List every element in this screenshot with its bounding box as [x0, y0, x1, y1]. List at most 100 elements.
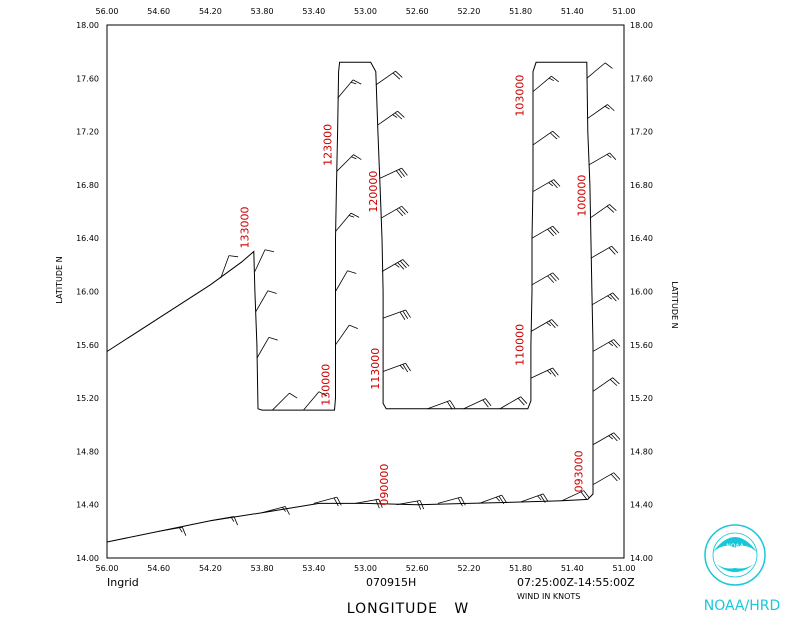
x-tick-bottom: 53.80: [251, 564, 274, 573]
time-range: 07:25:00Z-14:55:00Z: [517, 576, 635, 589]
wind-barb-staff: [463, 398, 486, 410]
wind-barb-feather: [267, 290, 277, 294]
wind-barb-feather: [552, 367, 559, 376]
x-tick-bottom: 52.20: [457, 564, 480, 573]
y-tick-right: 16.00: [630, 288, 653, 297]
wind-barb-staff: [592, 432, 614, 446]
wind-barb-feather: [289, 392, 298, 399]
wind-barb: [532, 179, 561, 192]
y-tick-right: 16.40: [630, 234, 653, 243]
x-tick-top: 52.60: [406, 7, 429, 16]
wind-barb-feather: [350, 81, 357, 85]
y-tick-left: 14.00: [76, 554, 99, 563]
wind-barb-feather: [396, 208, 404, 217]
wind-barb: [531, 225, 560, 239]
wind-barb-feather: [606, 205, 615, 213]
wind-barb-feather: [604, 62, 613, 69]
wind-barb-feather: [551, 319, 559, 327]
wind-barb-feather: [457, 497, 463, 507]
time-label: 103000: [514, 75, 527, 117]
wind-barb-staff: [381, 259, 404, 272]
time-label: 090000: [378, 464, 391, 506]
wind-barb: [463, 398, 492, 410]
x-tick-bottom: 52.60: [406, 564, 429, 573]
wind-barb-staff: [303, 391, 320, 411]
wind-barb-feather: [482, 399, 489, 408]
wind-barb-staff: [255, 290, 269, 312]
x-tick-bottom: 54.20: [199, 564, 222, 573]
wind-barb: [158, 526, 187, 536]
wind-barb-feather: [608, 342, 614, 347]
wind-barb: [532, 75, 559, 92]
y-tick-right: 18.00: [630, 21, 653, 30]
wind-barb: [479, 494, 508, 505]
time-label: 110000: [514, 324, 527, 366]
wind-barb-staff: [588, 152, 610, 166]
wind-barb: [313, 496, 342, 507]
time-label: 133000: [239, 207, 252, 249]
x-tick-top: 53.00: [354, 7, 377, 16]
wind-barb: [561, 490, 590, 502]
wind-barb-feather: [609, 379, 618, 386]
wind-barb-feather: [233, 516, 238, 526]
x-tick-top: 54.20: [199, 7, 222, 16]
wind-barb-feather: [548, 182, 554, 187]
wind-barb: [586, 62, 613, 79]
wind-barb-staff: [499, 396, 521, 410]
wind-barb-feather: [552, 225, 560, 234]
wind-barb: [210, 516, 238, 526]
wind-barb: [591, 292, 620, 306]
wind-barb-staff: [337, 79, 354, 99]
wind-barb-feather: [520, 396, 528, 404]
wind-barb-feather: [347, 270, 357, 274]
x-tick-top: 54.60: [147, 7, 170, 16]
wind-barb-staff: [592, 339, 614, 352]
wind-barb-feather: [268, 336, 278, 341]
y-tick-right: 17.20: [630, 128, 653, 137]
wind-barb: [587, 104, 615, 119]
wind-barb: [520, 493, 549, 503]
wind-barb-feather: [348, 215, 355, 218]
x-tick-top: 56.00: [96, 7, 119, 16]
wind-barb: [592, 377, 620, 392]
wind-barb-staff: [520, 493, 544, 503]
wind-barb: [255, 290, 277, 312]
wind-barb-staff: [355, 498, 379, 504]
wind-barb: [427, 400, 456, 410]
x-tick-bottom: 51.40: [561, 564, 584, 573]
wind-barb-feather: [181, 527, 187, 536]
wind-barb-feather: [349, 324, 358, 330]
y-tick-left: 14.80: [76, 447, 99, 456]
wind-barb-staff: [220, 255, 230, 279]
x-tick-top: 52.20: [457, 7, 480, 16]
y-tick-right: 15.60: [630, 341, 653, 350]
x-tick-bottom: 51.00: [613, 564, 636, 573]
wind-barb: [437, 496, 466, 507]
wind-barb-feather: [398, 207, 406, 215]
wind-barb: [592, 432, 621, 446]
wind-barb-feather: [549, 132, 558, 140]
wind-barb-feather: [547, 275, 555, 283]
wind-barb-feather: [392, 114, 398, 118]
wind-barb-feather: [609, 204, 617, 211]
wind-barb-feather: [399, 365, 404, 370]
wind-barb-feather: [378, 499, 383, 508]
noaa-logo-inner-text: NOAA: [726, 543, 744, 550]
wind-barb-feather: [419, 500, 425, 510]
wind-barb-feather: [608, 435, 614, 440]
noaa-logo-ring: [704, 524, 766, 586]
x-tick-bottom: 56.00: [96, 564, 119, 573]
wind-barb-feather: [537, 495, 542, 501]
wind-barb-staff: [396, 500, 421, 506]
flight-track: [106, 61, 594, 543]
plot-border: [106, 24, 625, 559]
wind-barb-staff: [591, 292, 613, 306]
x-tick-top: 51.40: [561, 7, 584, 16]
wind-barb-staff: [335, 270, 348, 292]
wind-barb-staff: [158, 526, 183, 532]
noaa-logo: NOAA: [704, 524, 766, 586]
wind-barb-staff: [561, 490, 584, 502]
axis-ticks: 56.00 56.00 54.60 54.60 54.20 54.20 53.80 53.80…: [76, 7, 653, 573]
wind-barb-feather: [547, 228, 555, 237]
